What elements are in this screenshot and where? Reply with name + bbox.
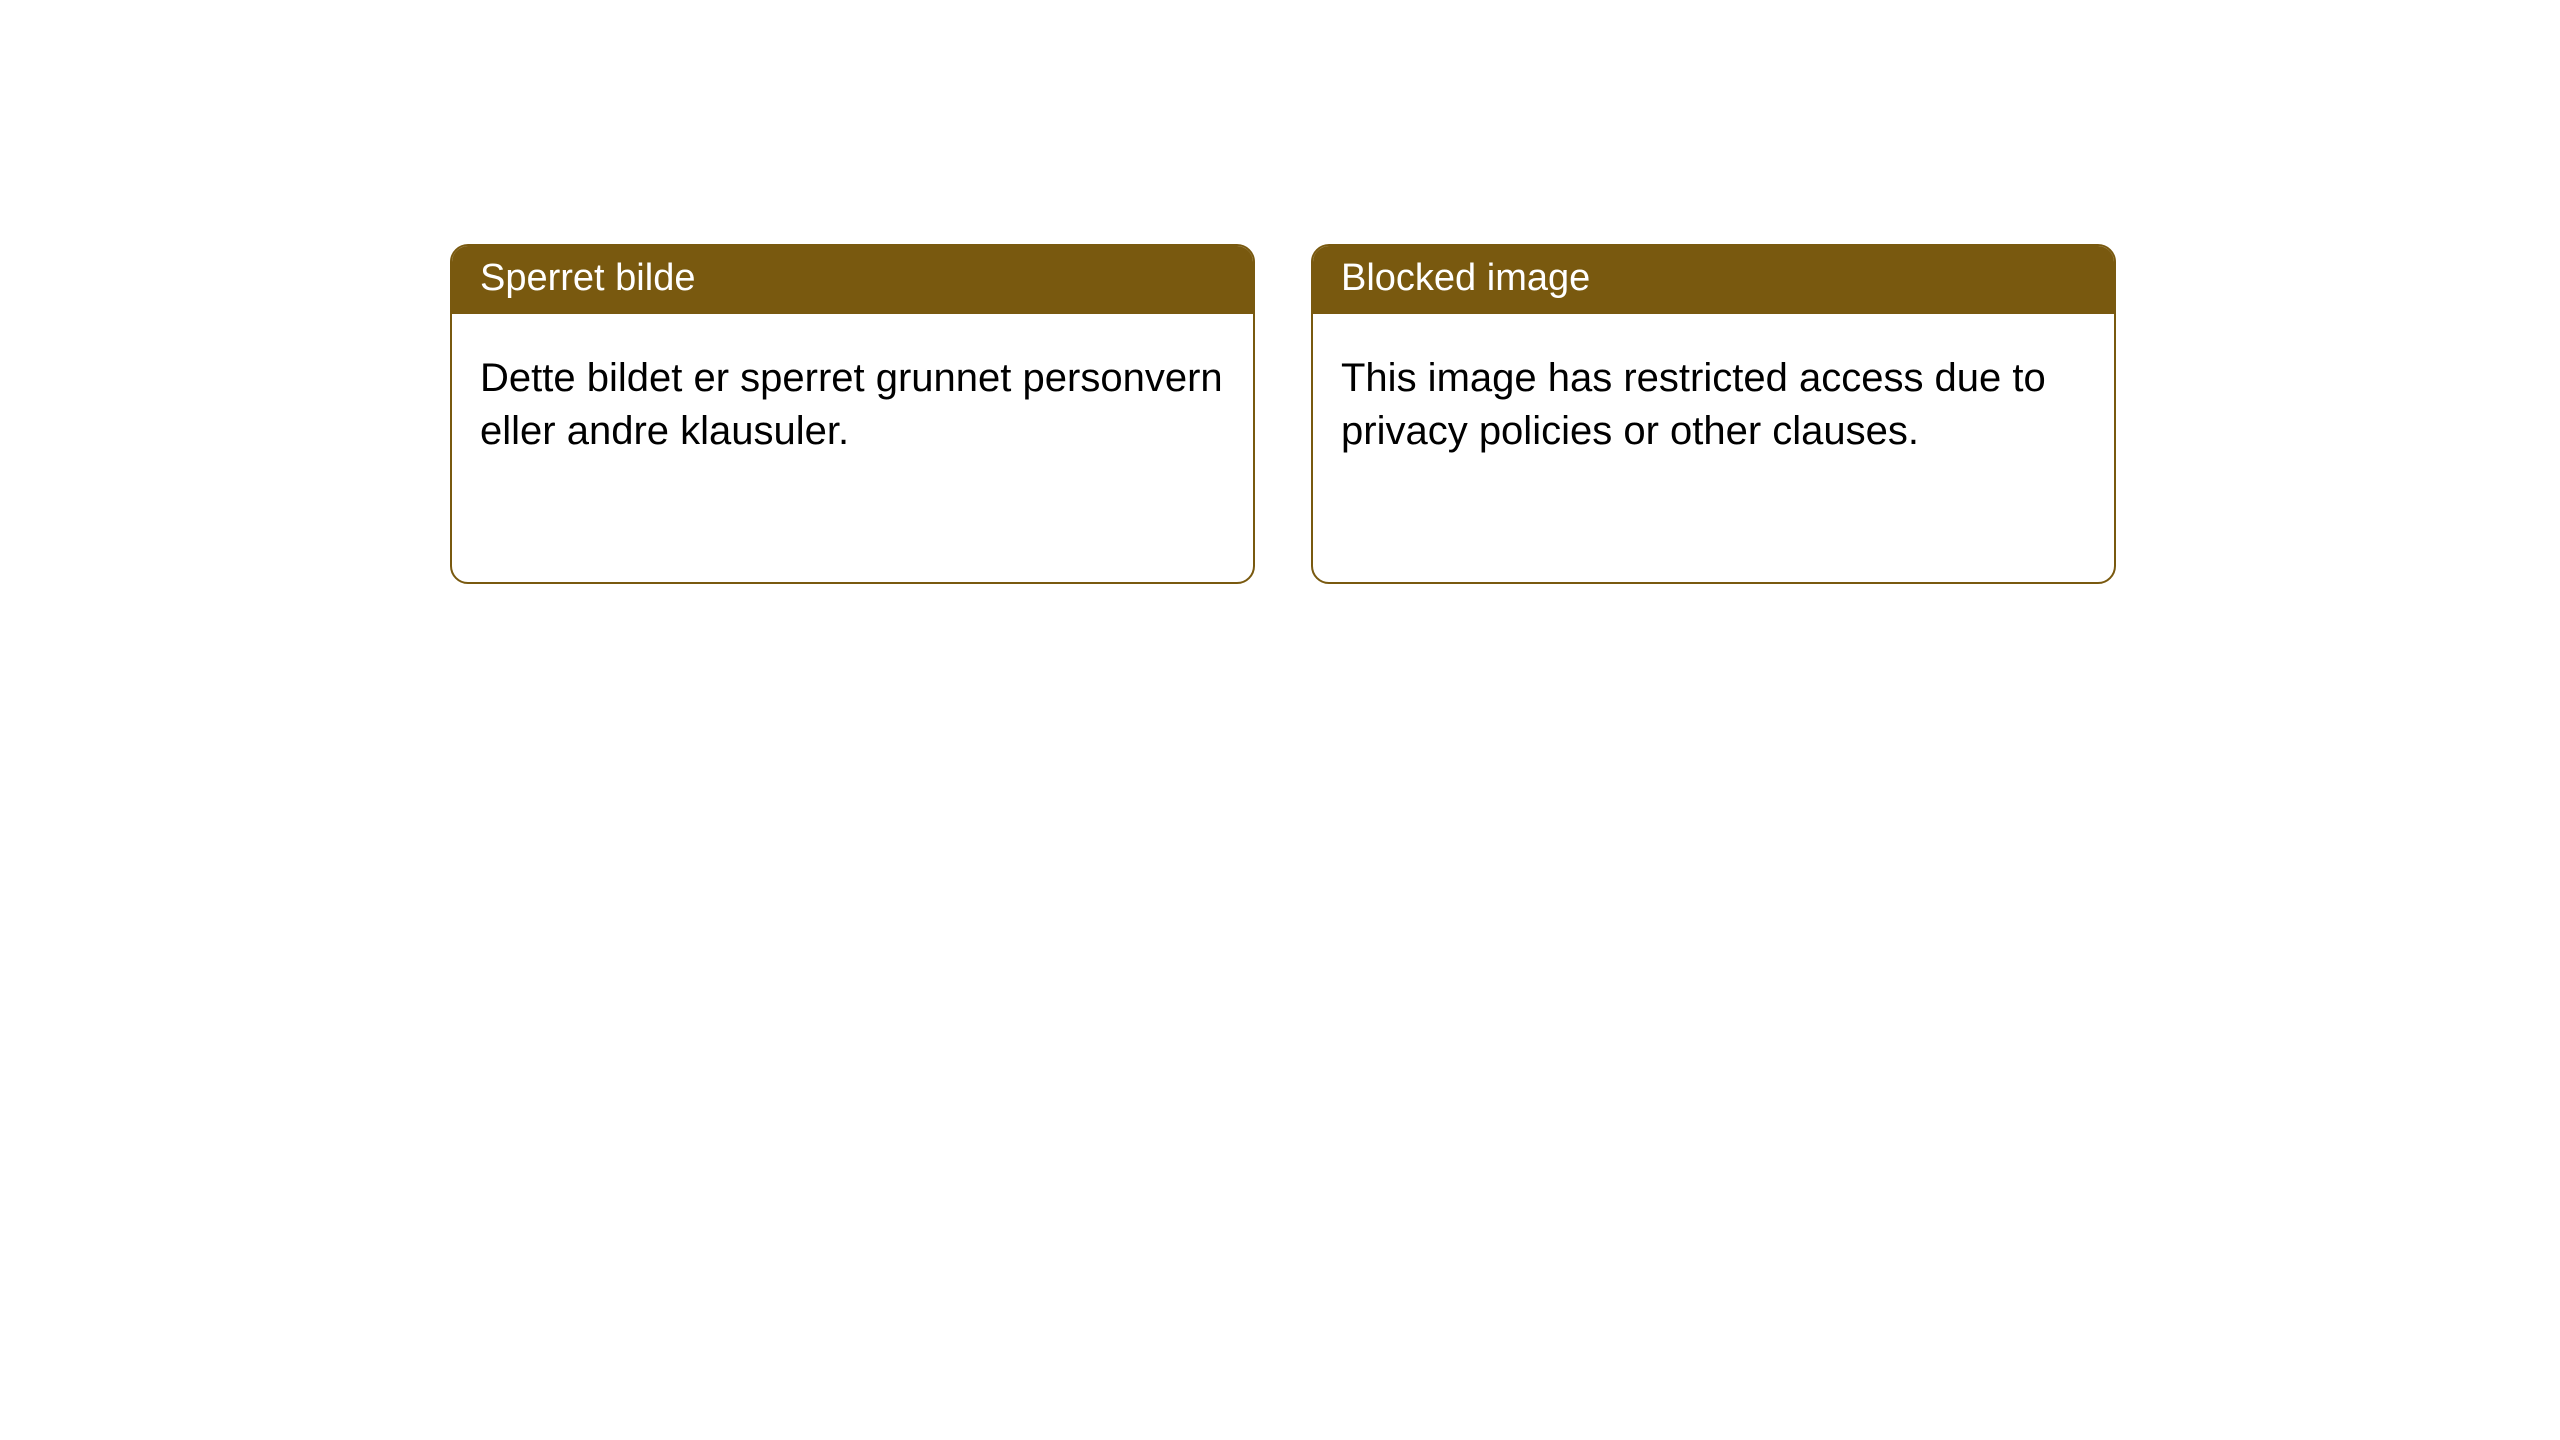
- card-body-en: This image has restricted access due to …: [1313, 314, 2114, 582]
- card-text-en: This image has restricted access due to …: [1341, 352, 2086, 458]
- card-header-no: Sperret bilde: [452, 246, 1253, 314]
- card-container: Sperret bilde Dette bildet er sperret gr…: [0, 0, 2560, 584]
- card-title-no: Sperret bilde: [480, 257, 695, 299]
- card-header-en: Blocked image: [1313, 246, 2114, 314]
- card-body-no: Dette bildet er sperret grunnet personve…: [452, 314, 1253, 582]
- card-title-en: Blocked image: [1341, 257, 1590, 299]
- blocked-image-card-en: Blocked image This image has restricted …: [1311, 244, 2116, 584]
- card-text-no: Dette bildet er sperret grunnet personve…: [480, 352, 1225, 458]
- blocked-image-card-no: Sperret bilde Dette bildet er sperret gr…: [450, 244, 1255, 584]
